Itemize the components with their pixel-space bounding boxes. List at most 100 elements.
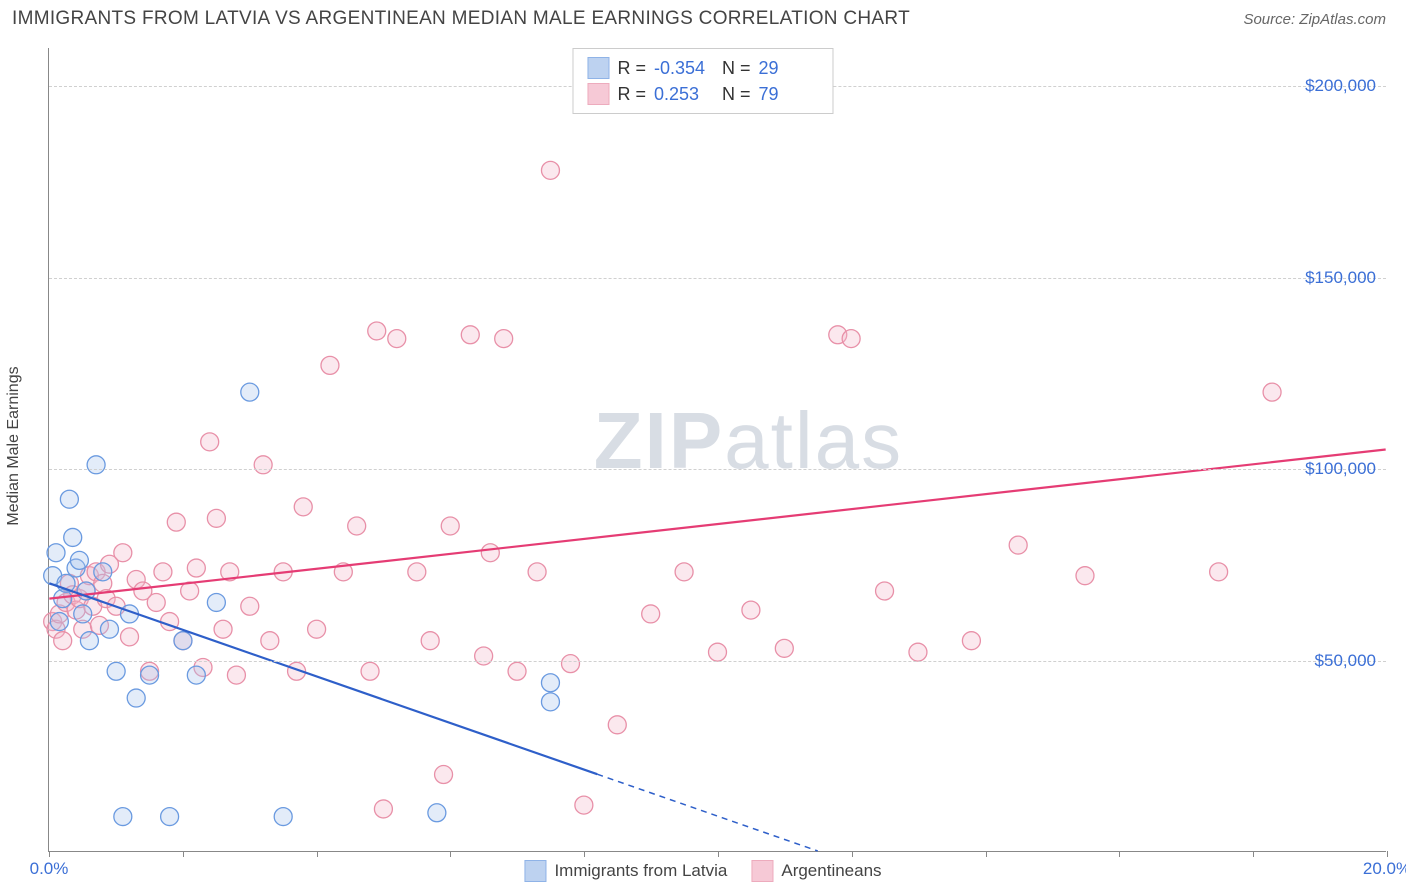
scatter-point-latvia	[274, 808, 292, 826]
y-tick-label: $150,000	[1305, 268, 1376, 288]
scatter-point-argentineans	[742, 601, 760, 619]
scatter-point-argentineans	[962, 632, 980, 650]
x-tick-mark	[49, 851, 50, 857]
scatter-point-argentineans	[147, 593, 165, 611]
x-tick-mark	[1387, 851, 1388, 857]
scatter-point-argentineans	[261, 632, 279, 650]
scatter-point-latvia	[94, 563, 112, 581]
y-tick-label: $50,000	[1315, 651, 1376, 671]
x-tick-label: 20.0%	[1363, 859, 1406, 879]
source-attribution: Source: ZipAtlas.com	[1243, 11, 1386, 28]
legend-item-latvia: Immigrants from Latvia	[524, 860, 727, 882]
scatter-point-argentineans	[435, 766, 453, 784]
gridline-horizontal	[49, 278, 1386, 279]
scatter-point-latvia	[100, 620, 118, 638]
scatter-point-argentineans	[461, 326, 479, 344]
scatter-point-argentineans	[121, 628, 139, 646]
scatter-point-latvia	[60, 490, 78, 508]
scatter-point-latvia	[74, 605, 92, 623]
r-label: R =	[617, 58, 646, 79]
scatter-point-latvia	[541, 674, 559, 692]
scatter-point-latvia	[64, 528, 82, 546]
scatter-point-argentineans	[562, 655, 580, 673]
scatter-point-argentineans	[842, 330, 860, 348]
y-axis-label: Median Male Earnings	[5, 366, 23, 525]
gridline-horizontal	[49, 469, 1386, 470]
x-tick-label: 0.0%	[30, 859, 69, 879]
scatter-point-argentineans	[214, 620, 232, 638]
scatter-point-argentineans	[348, 517, 366, 535]
scatter-point-argentineans	[608, 716, 626, 734]
scatter-point-argentineans	[709, 643, 727, 661]
n-label: N =	[722, 84, 751, 105]
legend-swatch-icon	[751, 860, 773, 882]
scatter-point-argentineans	[201, 433, 219, 451]
scatter-point-argentineans	[508, 662, 526, 680]
scatter-point-argentineans	[368, 322, 386, 340]
scatter-point-latvia	[141, 666, 159, 684]
r-label: R =	[617, 84, 646, 105]
x-tick-mark	[317, 851, 318, 857]
scatter-point-latvia	[541, 693, 559, 711]
scatter-point-latvia	[207, 593, 225, 611]
scatter-point-argentineans	[167, 513, 185, 531]
y-tick-label: $200,000	[1305, 76, 1376, 96]
scatter-point-argentineans	[541, 161, 559, 179]
x-tick-mark	[852, 851, 853, 857]
chart-plot-area: ZIPatlas $50,000$100,000$150,000$200,000…	[48, 48, 1386, 852]
scatter-point-latvia	[107, 662, 125, 680]
x-tick-mark	[183, 851, 184, 857]
scatter-point-latvia	[70, 551, 88, 569]
r-value: 0.253	[654, 84, 714, 105]
scatter-point-latvia	[241, 383, 259, 401]
scatter-point-argentineans	[114, 544, 132, 562]
scatter-point-argentineans	[374, 800, 392, 818]
scatter-point-argentineans	[876, 582, 894, 600]
legend-swatch-icon	[524, 860, 546, 882]
scatter-point-latvia	[87, 456, 105, 474]
scatter-point-latvia	[114, 808, 132, 826]
x-tick-mark	[718, 851, 719, 857]
x-tick-mark	[1119, 851, 1120, 857]
scatter-point-argentineans	[475, 647, 493, 665]
stats-row-argentineans: R = 0.253 N = 79	[587, 81, 818, 107]
scatter-point-latvia	[47, 544, 65, 562]
legend-item-argentineans: Argentineans	[751, 860, 881, 882]
scatter-point-argentineans	[441, 517, 459, 535]
scatter-point-argentineans	[207, 509, 225, 527]
scatter-point-argentineans	[294, 498, 312, 516]
chart-title: IMMIGRANTS FROM LATVIA VS ARGENTINEAN ME…	[12, 8, 910, 30]
trend-line-dashed-latvia	[597, 774, 817, 851]
scatter-point-latvia	[161, 808, 179, 826]
legend-label: Immigrants from Latvia	[554, 861, 727, 881]
scatter-point-argentineans	[388, 330, 406, 348]
scatter-point-argentineans	[1076, 567, 1094, 585]
scatter-point-argentineans	[308, 620, 326, 638]
scatter-point-argentineans	[241, 597, 259, 615]
scatter-point-argentineans	[575, 796, 593, 814]
r-value: -0.354	[654, 58, 714, 79]
stats-row-latvia: R = -0.354 N = 29	[587, 55, 818, 81]
y-tick-label: $100,000	[1305, 459, 1376, 479]
scatter-point-argentineans	[361, 662, 379, 680]
scatter-point-argentineans	[321, 356, 339, 374]
x-tick-mark	[986, 851, 987, 857]
chart-legend: Immigrants from Latvia Argentineans	[524, 860, 881, 882]
scatter-point-argentineans	[528, 563, 546, 581]
scatter-point-argentineans	[227, 666, 245, 684]
scatter-point-argentineans	[154, 563, 172, 581]
scatter-plot-svg	[49, 48, 1386, 851]
n-label: N =	[722, 58, 751, 79]
n-value: 29	[759, 58, 819, 79]
scatter-point-latvia	[428, 804, 446, 822]
scatter-point-argentineans	[675, 563, 693, 581]
scatter-point-argentineans	[642, 605, 660, 623]
trend-line-argentineans	[49, 450, 1385, 599]
x-tick-mark	[1253, 851, 1254, 857]
scatter-point-argentineans	[481, 544, 499, 562]
scatter-point-argentineans	[254, 456, 272, 474]
scatter-point-argentineans	[909, 643, 927, 661]
scatter-point-latvia	[80, 632, 98, 650]
scatter-point-argentineans	[1263, 383, 1281, 401]
gridline-horizontal	[49, 661, 1386, 662]
